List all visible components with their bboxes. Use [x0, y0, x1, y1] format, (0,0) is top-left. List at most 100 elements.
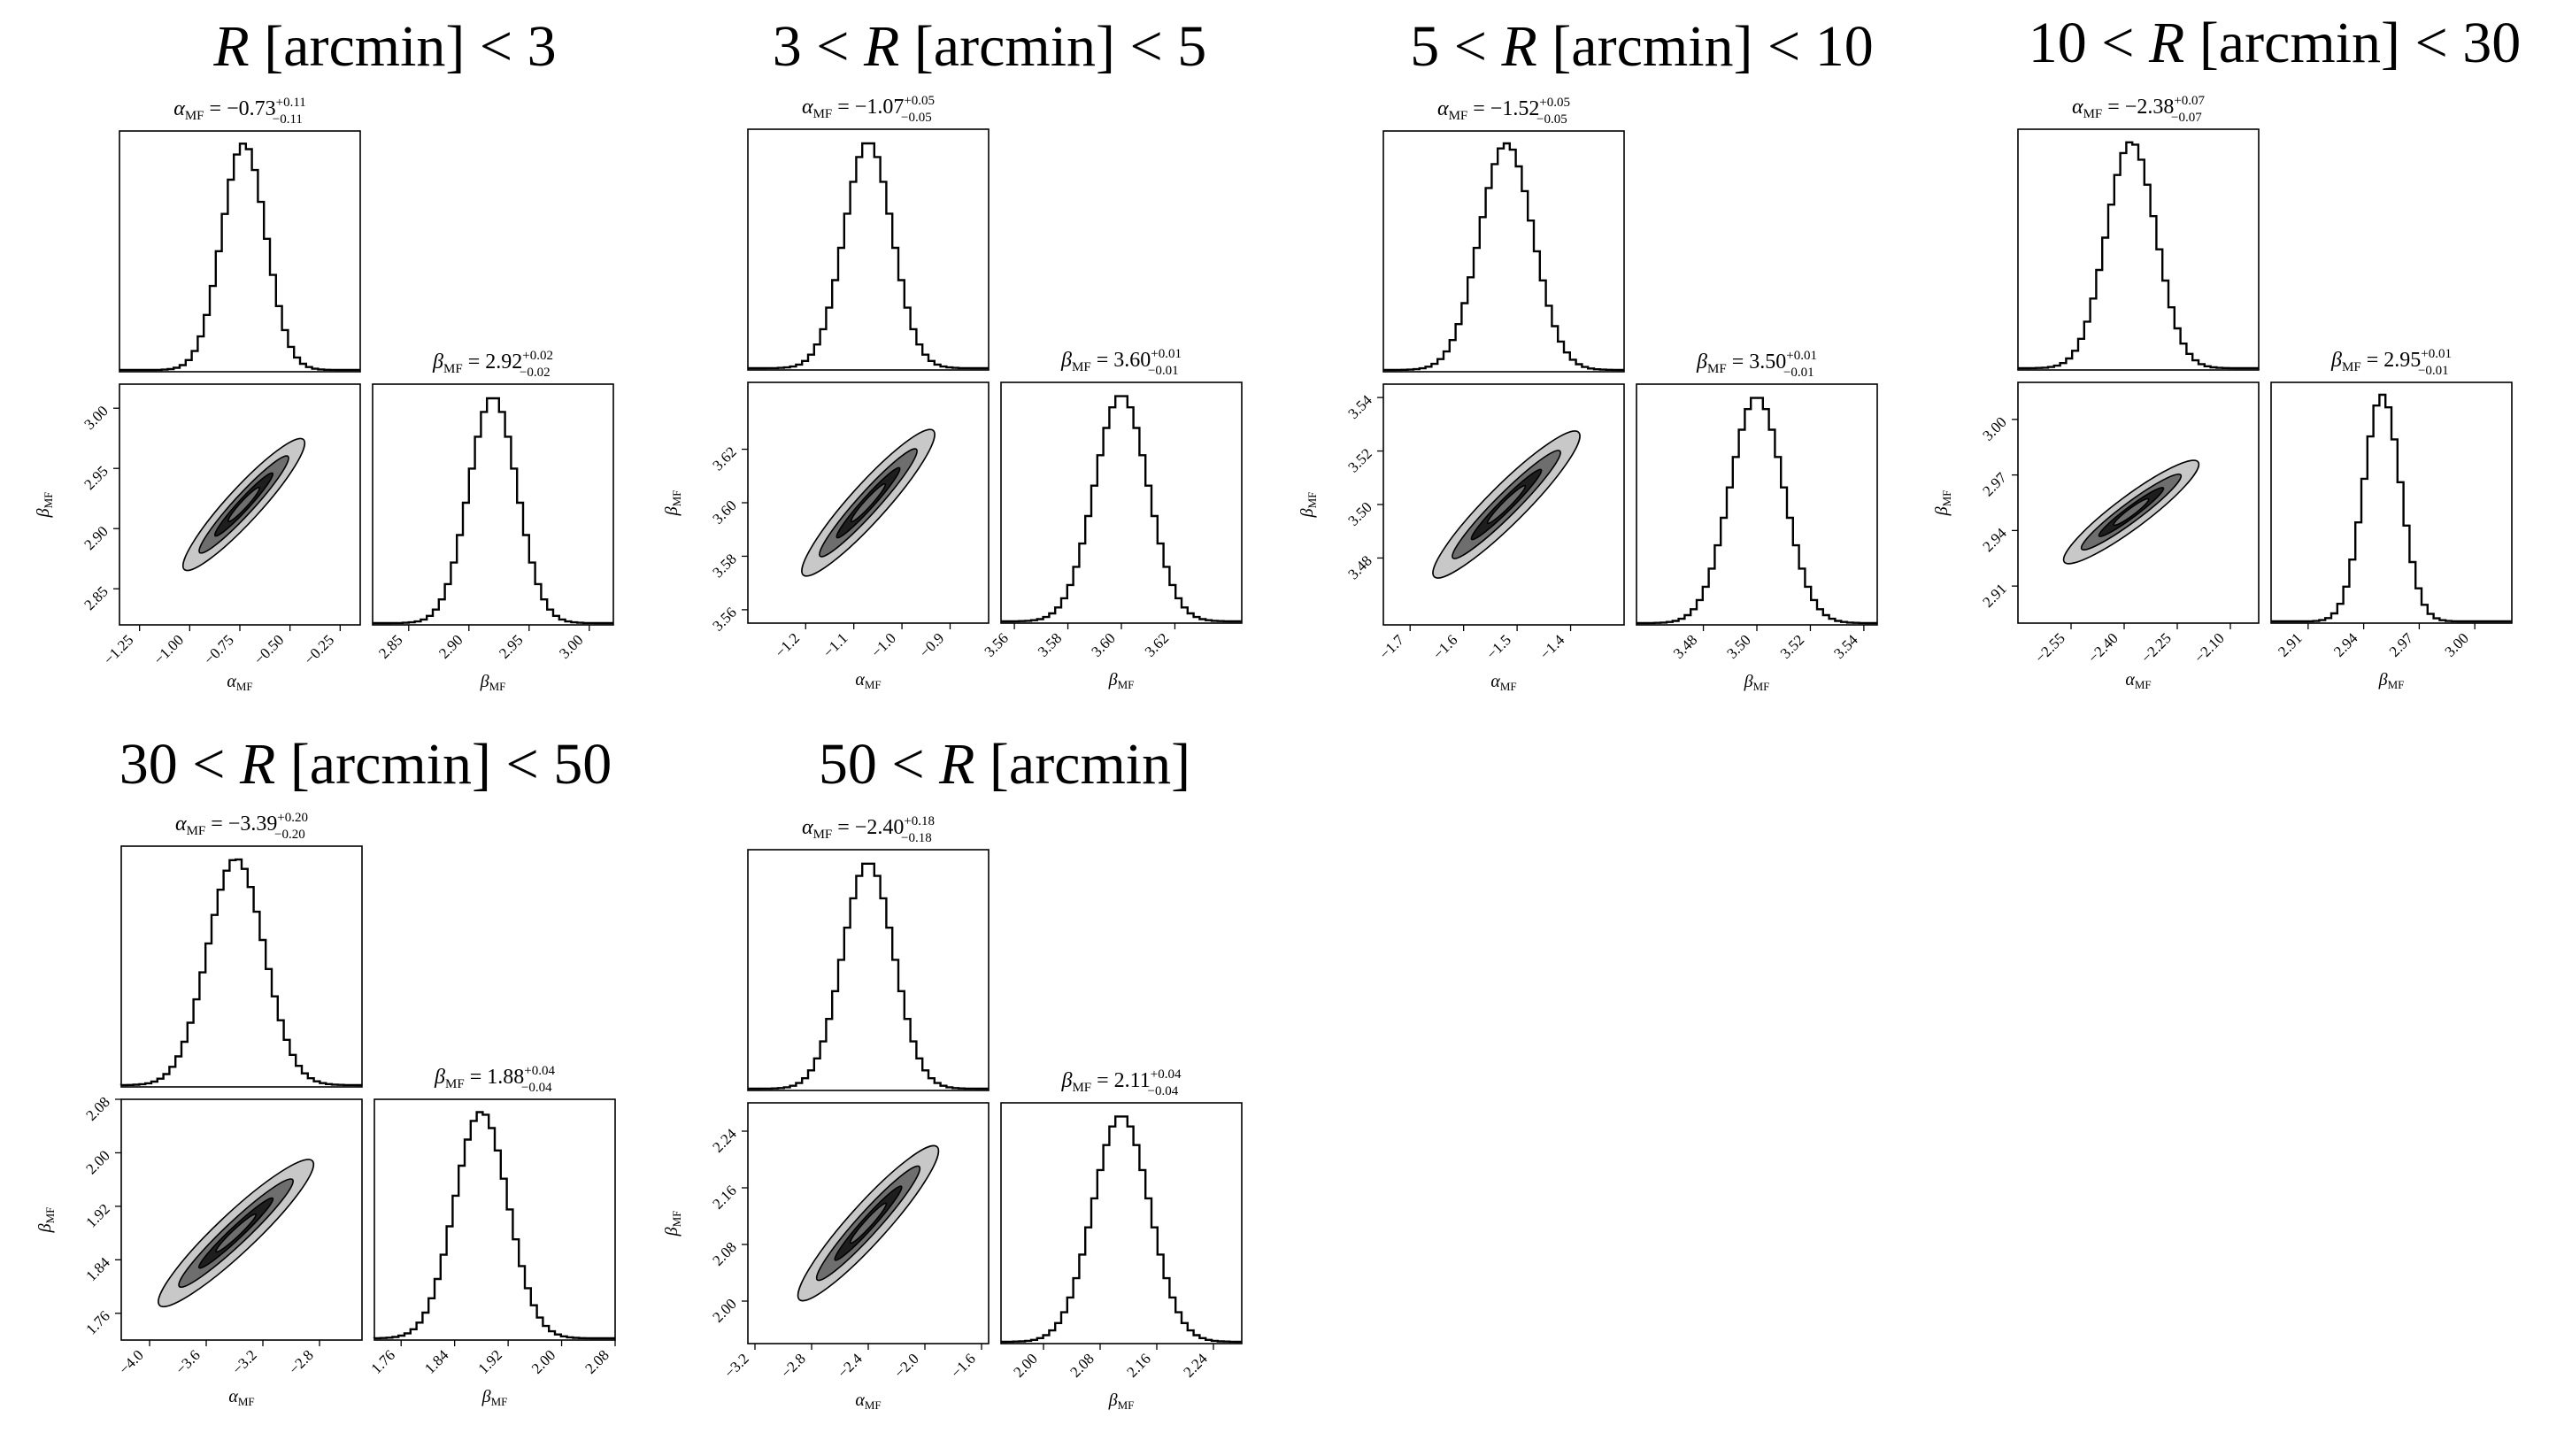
param-value: = 1.88: [465, 1066, 525, 1089]
param-err-minus: −0.01: [1783, 366, 1814, 380]
param-err-plus: +0.20: [277, 811, 308, 825]
x-tick-label: 2.24: [1180, 1350, 1211, 1381]
axis-symbol: β: [1298, 508, 1317, 518]
joint-contour-frame: [120, 1098, 363, 1341]
title-suffix: [arcmin] < 3: [250, 14, 557, 79]
y-axis-label: βMF: [34, 492, 55, 519]
axis-subscript: MF: [42, 492, 55, 509]
alpha-histogram-panel: αMF = −2.40+0.18 −0.18: [747, 814, 990, 1091]
axis-symbol: α: [227, 672, 236, 691]
alpha-histogram-panel: αMF = −2.38+0.07 −0.07: [2017, 94, 2260, 371]
param-err-minus: −0.01: [2418, 364, 2449, 378]
alpha-histogram-frame: [1382, 130, 1625, 373]
param-estimate-label: αMF = −2.40+0.18 −0.18: [802, 814, 935, 845]
x-tick-label: −3.2: [721, 1350, 752, 1381]
alpha-histogram-frame: [119, 130, 361, 373]
param-value: = −3.39: [205, 813, 277, 836]
param-estimate-label: βMF = 3.60+0.01 −0.01: [1060, 347, 1182, 378]
param-subscript: MF: [443, 362, 463, 376]
param-err-plus: +0.11: [276, 96, 306, 110]
param-estimate-label: αMF = −1.52+0.05 −0.05: [1437, 96, 1570, 127]
param-subscript: MF: [1072, 360, 1091, 374]
param-value: = −2.38: [2102, 96, 2174, 119]
y-tick-label: 2.24: [709, 1125, 740, 1156]
axis-subscript: MF: [865, 1398, 882, 1412]
param-estimate-label: βMF = 2.92+0.02 −0.02: [432, 349, 553, 380]
beta-histogram-frame: [373, 1098, 616, 1341]
x-axis-label: αMF: [855, 670, 881, 691]
param-subscript: MF: [1707, 362, 1727, 376]
axis-subscript: MF: [2388, 678, 2405, 691]
axis-subscript: MF: [1118, 1398, 1135, 1412]
axis-subscript: MF: [236, 680, 253, 693]
histogram-steps: [1001, 1115, 1242, 1344]
x-tick-label: 2.16: [1123, 1350, 1153, 1380]
beta-histogram-panel: βMF = 1.88+0.04 −0.041.76 1.84 1.92 2.00 2.08…: [368, 1064, 616, 1408]
x-tick-label: −1.25: [100, 631, 136, 667]
histogram-steps: [119, 858, 362, 1087]
param-symbol: α: [2072, 96, 2083, 119]
x-tick-label: −2.25: [2138, 629, 2175, 666]
y-tick-label: 3.52: [1344, 445, 1375, 475]
title-variable: R: [212, 14, 249, 79]
param-symbol: α: [175, 813, 187, 836]
title-prefix: 3 <: [773, 14, 864, 79]
param-err-plus: +0.02: [522, 349, 553, 363]
axis-subscript: MF: [1753, 680, 1770, 693]
x-tick-label: 3.00: [556, 631, 586, 661]
param-err-plus: +0.04: [1151, 1067, 1182, 1082]
y-tick-label: 3.56: [709, 604, 739, 634]
title-variable: R: [1500, 14, 1536, 79]
contour-core: [1486, 484, 1527, 525]
x-tick-label: −2.8: [778, 1350, 809, 1381]
title-suffix: [arcmin] < 10: [1537, 14, 1874, 79]
corner-panel: 10 < R [arcmin] < 30 αMF = −2.38+0.07 −0.0…: [1932, 11, 2521, 691]
x-tick-label: 2.91: [2275, 629, 2305, 659]
x-axis-label: βMF: [1108, 1391, 1135, 1412]
param-symbol: β: [1060, 1069, 1072, 1092]
corner-panel: R [arcmin] < 3 αMF = −0.73+0.11 −0.11 −1.25…: [34, 14, 614, 693]
joint-contour-panel: −4.0 −3.6 −3.2 −2.8αMF1.761.841.922.002.08β…: [35, 1093, 363, 1408]
param-subscript: MF: [187, 824, 206, 838]
histogram-steps: [1636, 397, 1877, 625]
param-estimate-label: βMF = 2.95+0.01 −0.01: [2330, 347, 2452, 378]
axis-symbol: α: [1490, 672, 1500, 691]
param-subscript: MF: [1449, 109, 1468, 123]
param-err-plus: +0.04: [524, 1064, 555, 1078]
param-err-minus: −0.18: [901, 831, 932, 845]
x-tick-label: 3.60: [1088, 629, 1118, 659]
y-axis-label: βMF: [662, 490, 683, 517]
param-value: = 2.95: [2361, 349, 2422, 372]
param-err-plus: +0.18: [904, 814, 935, 828]
axis-symbol: α: [855, 1391, 865, 1410]
param-symbol: β: [2330, 349, 2342, 372]
param-subscript: MF: [185, 109, 204, 123]
y-tick-label: 2.16: [709, 1182, 739, 1212]
param-err-minus: −0.01: [1148, 364, 1179, 378]
axis-symbol: β: [480, 672, 489, 691]
param-err-minus: −0.04: [1148, 1084, 1179, 1098]
beta-histogram-frame: [1636, 383, 1878, 626]
x-axis-label: αMF: [1490, 672, 1516, 693]
y-tick-label: 2.94: [1979, 524, 2010, 555]
x-tick-label: −1.6: [1429, 631, 1460, 662]
x-tick-label: 3.62: [1142, 629, 1172, 659]
param-value: = 3.50: [1727, 351, 1787, 374]
x-axis-label: βMF: [1744, 672, 1770, 693]
contour-core: [850, 482, 887, 523]
panel-title: 10 < R [arcmin] < 30: [2029, 11, 2521, 75]
panel-title: 3 < R [arcmin] < 5: [773, 14, 1206, 79]
axis-symbol: β: [662, 1227, 682, 1236]
param-err-minus: −0.02: [520, 366, 551, 380]
x-tick-label: 2.08: [581, 1346, 612, 1376]
alpha-histogram-panel: αMF = −0.73+0.11 −0.11: [119, 96, 361, 373]
joint-contour-frame: [2017, 381, 2260, 624]
y-axis-label: βMF: [1298, 492, 1319, 519]
panel-title: 50 < R [arcmin]: [819, 732, 1190, 797]
y-tick-label: 2.85: [81, 583, 111, 613]
y-tick-label: 3.48: [1344, 552, 1375, 582]
x-axis-label: βMF: [1108, 670, 1135, 691]
axis-symbol: β: [1108, 670, 1118, 689]
beta-histogram-frame: [1000, 381, 1243, 624]
x-tick-label: 1.76: [368, 1346, 398, 1376]
